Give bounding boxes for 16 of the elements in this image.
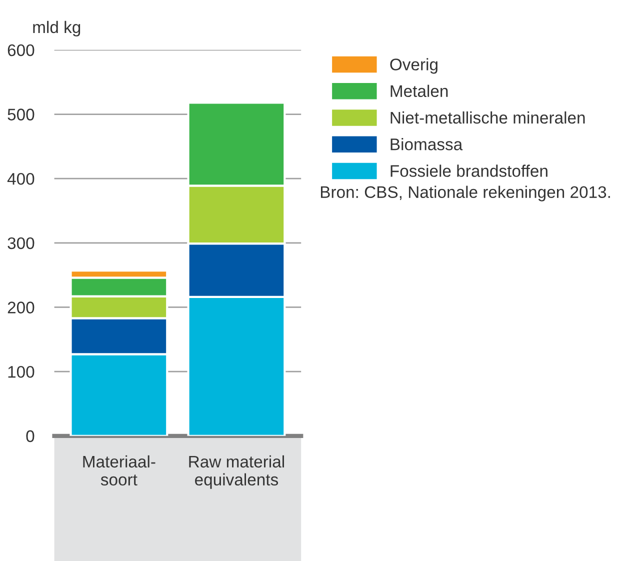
text: Bron: CBS, Nationale rekeningen 2013. xyxy=(320,186,610,202)
y-tick-label: 300 xyxy=(8,237,34,250)
x-tick-label: Raw material equivalents xyxy=(189,455,284,489)
y-tick-label: 500 xyxy=(8,108,34,120)
y-tick-label: 200 xyxy=(8,302,34,314)
y-tick-label: 400 xyxy=(7,172,34,185)
legend-label: Fossiele brandstoffen xyxy=(390,164,548,177)
y-tick-label: 0 xyxy=(26,430,34,442)
y-tick-label: 100 xyxy=(8,366,34,378)
legend-label: Overig xyxy=(390,58,438,74)
legend-label: Niet-metallische mineralen xyxy=(390,111,585,124)
legend-label: Metalen xyxy=(390,84,448,98)
y-axis-title: mld kg xyxy=(33,20,80,36)
x-tick-label: Materiaal- soort xyxy=(83,455,156,486)
y-tick-label: 600 xyxy=(8,44,34,56)
legend-label: Biomassa xyxy=(390,138,463,150)
